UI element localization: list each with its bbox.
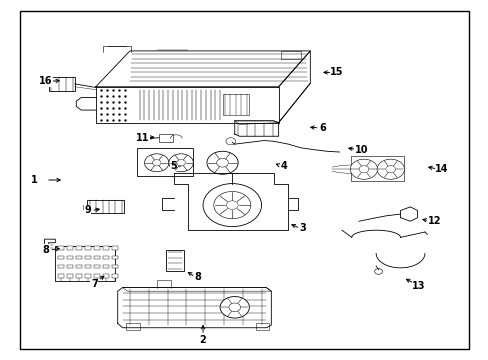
- Bar: [67, 265, 73, 268]
- Bar: [166, 250, 183, 271]
- Text: 9: 9: [84, 206, 91, 216]
- Circle shape: [168, 154, 193, 172]
- Bar: [85, 246, 91, 250]
- Circle shape: [349, 159, 377, 179]
- Bar: [102, 274, 108, 278]
- Text: 4: 4: [280, 161, 286, 171]
- Bar: [350, 156, 404, 181]
- Circle shape: [358, 166, 368, 173]
- Bar: [137, 148, 193, 176]
- Bar: [222, 94, 249, 116]
- Bar: [58, 246, 64, 250]
- Bar: [85, 274, 91, 278]
- Bar: [94, 265, 100, 268]
- Bar: [94, 274, 100, 278]
- Bar: [281, 51, 300, 59]
- Text: 12: 12: [427, 216, 441, 226]
- Text: 8: 8: [194, 272, 201, 282]
- Bar: [94, 256, 100, 259]
- Circle shape: [203, 184, 261, 226]
- Bar: [87, 201, 124, 213]
- Text: 8: 8: [42, 245, 49, 255]
- Bar: [76, 256, 82, 259]
- Circle shape: [374, 269, 382, 274]
- Circle shape: [228, 303, 240, 312]
- Bar: [102, 265, 108, 268]
- Circle shape: [206, 151, 238, 174]
- Bar: [85, 256, 91, 259]
- Bar: [112, 265, 118, 268]
- Bar: [112, 256, 118, 259]
- Bar: [76, 246, 82, 250]
- Bar: [67, 246, 73, 250]
- Bar: [112, 274, 118, 278]
- Text: 3: 3: [299, 224, 306, 233]
- Bar: [102, 246, 108, 250]
- Bar: [102, 256, 108, 259]
- Bar: [85, 265, 91, 268]
- Circle shape: [144, 154, 168, 172]
- Circle shape: [226, 201, 238, 210]
- Text: 15: 15: [330, 67, 343, 77]
- Bar: [159, 134, 172, 142]
- Circle shape: [152, 159, 161, 166]
- Circle shape: [220, 297, 249, 318]
- Circle shape: [213, 192, 250, 219]
- Circle shape: [376, 159, 404, 179]
- Text: 1: 1: [30, 175, 37, 185]
- Circle shape: [225, 138, 235, 145]
- Text: 2: 2: [199, 334, 206, 345]
- Text: 7: 7: [91, 279, 98, 289]
- Text: 13: 13: [411, 281, 425, 291]
- Text: 14: 14: [434, 164, 448, 174]
- Bar: [58, 256, 64, 259]
- Text: 11: 11: [136, 133, 149, 143]
- Bar: [76, 265, 82, 268]
- Bar: [58, 274, 64, 278]
- Bar: [55, 246, 115, 281]
- Text: 5: 5: [170, 161, 177, 171]
- Bar: [255, 323, 269, 330]
- Text: 16: 16: [39, 76, 53, 86]
- Text: 10: 10: [354, 144, 367, 154]
- Bar: [126, 323, 140, 330]
- Bar: [76, 274, 82, 278]
- Circle shape: [385, 166, 395, 173]
- Bar: [49, 77, 75, 91]
- Bar: [58, 265, 64, 268]
- Bar: [94, 246, 100, 250]
- Text: 6: 6: [319, 123, 325, 133]
- Bar: [67, 256, 73, 259]
- Bar: [67, 274, 73, 278]
- Circle shape: [177, 159, 185, 166]
- Circle shape: [216, 158, 228, 167]
- Bar: [112, 246, 118, 250]
